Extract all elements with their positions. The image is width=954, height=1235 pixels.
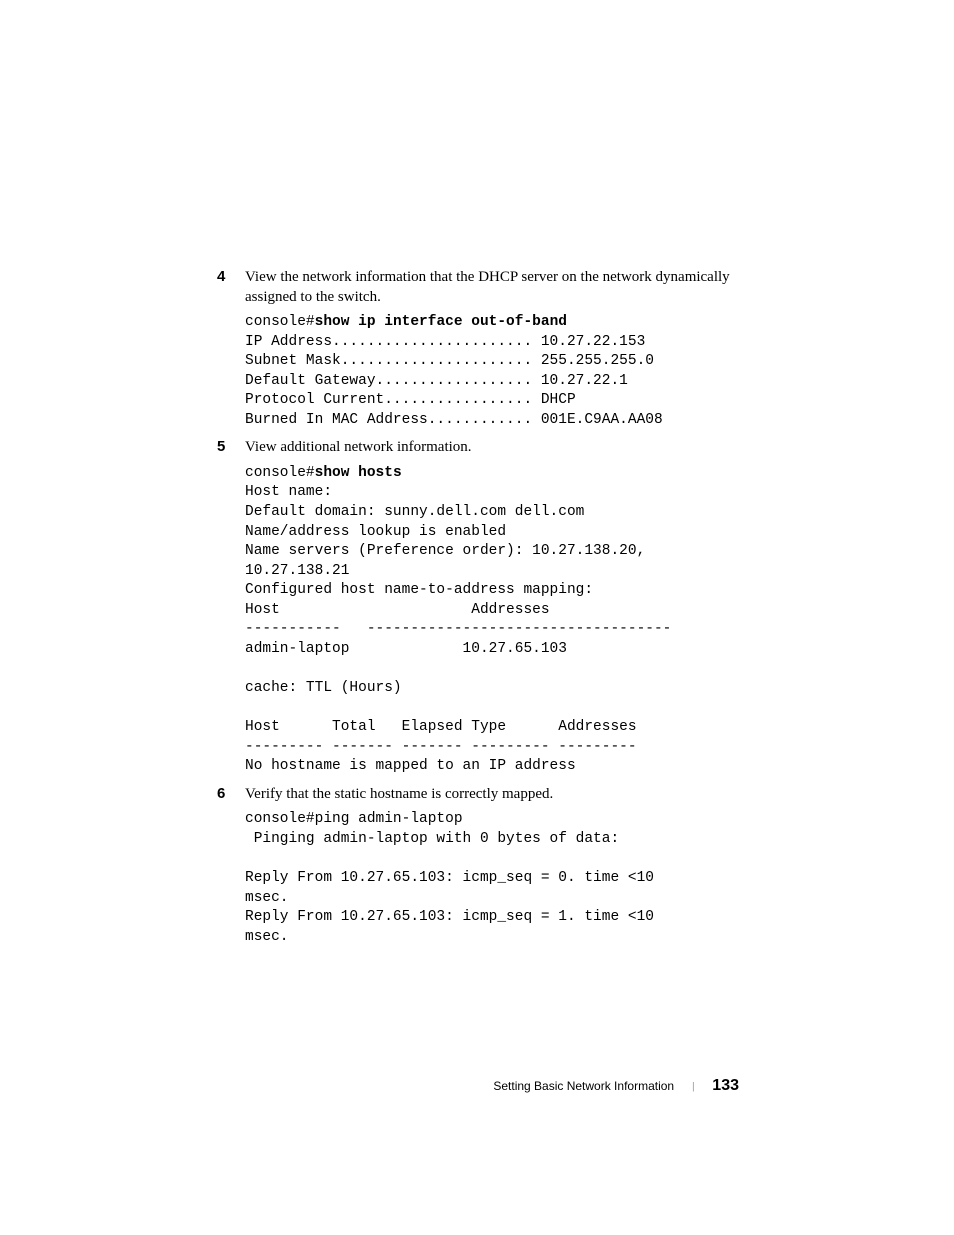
code-output: IP Address....................... 10.27.… — [245, 334, 663, 428]
list-number: 6 — [217, 785, 225, 802]
list-text: View additional network information. — [245, 438, 734, 458]
footer-divider: | — [692, 1080, 694, 1092]
code-block: console#ping admin-laptop Pinging admin-… — [245, 810, 734, 947]
list-item-5: 5 View additional network information. c… — [245, 438, 734, 777]
code-command: show hosts — [315, 465, 402, 481]
code-output: Host name: Default domain: sunny.dell.co… — [245, 484, 671, 774]
list-text: Verify that the static hostname is corre… — [245, 785, 734, 805]
list-text: View the network information that the DH… — [245, 268, 734, 307]
list-number: 4 — [217, 268, 225, 285]
code-block: console#show ip interface out-of-band IP… — [245, 313, 734, 430]
page-footer: Setting Basic Network Information | 133 — [493, 1077, 739, 1095]
list-number: 5 — [217, 438, 225, 455]
code-output: console#ping admin-laptop Pinging admin-… — [245, 811, 663, 944]
code-prompt: console# — [245, 314, 315, 330]
document-page: 4 View the network information that the … — [0, 0, 954, 1235]
list-item-6: 6 Verify that the static hostname is cor… — [245, 785, 734, 947]
footer-title: Setting Basic Network Information — [493, 1079, 674, 1093]
code-prompt: console# — [245, 465, 315, 481]
list-item-4: 4 View the network information that the … — [245, 268, 734, 430]
code-command: show ip interface out-of-band — [315, 314, 567, 330]
footer-page-number: 133 — [712, 1077, 739, 1095]
code-block: console#show hosts Host name: Default do… — [245, 464, 734, 777]
